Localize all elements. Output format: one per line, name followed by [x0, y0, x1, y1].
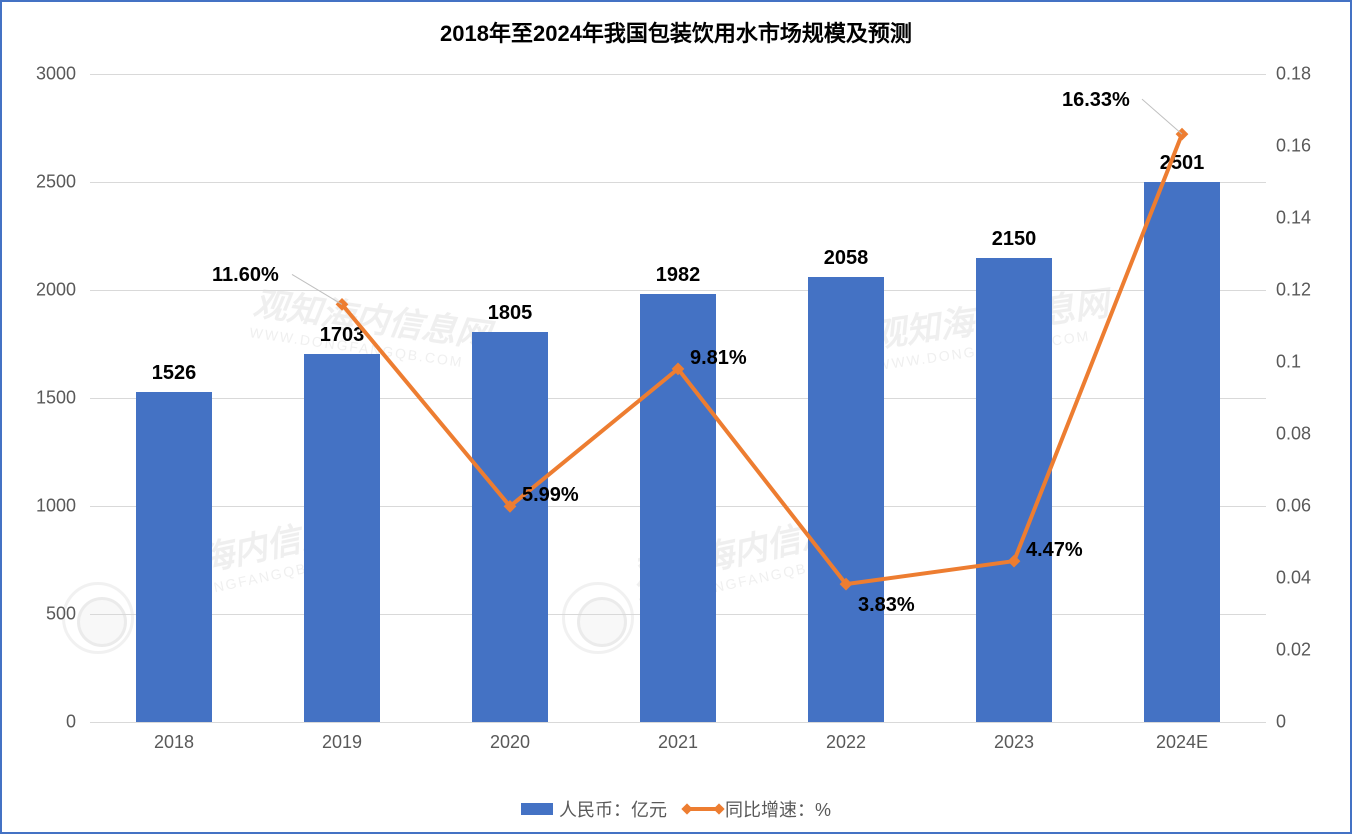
leader-line [1142, 99, 1182, 134]
chart-frame: 2018年至2024年我国包装饮用水市场规模及预测 观知海内信息网 WWW.DO… [0, 0, 1352, 834]
y-right-tick-label: 0 [1276, 712, 1286, 733]
legend-label-line: 同比增速：% [725, 796, 831, 822]
x-tick-label: 2019 [322, 732, 362, 753]
y-left-tick-label: 3000 [36, 64, 76, 85]
legend: 人民币：亿元 同比增速：% [2, 796, 1350, 822]
leader-line [292, 274, 342, 304]
y-left-tick-label: 1500 [36, 388, 76, 409]
y-right-tick-label: 0.08 [1276, 424, 1311, 445]
line-value-label: 16.33% [1062, 89, 1130, 112]
line-layer [90, 74, 1266, 722]
y-left-tick-label: 2000 [36, 280, 76, 301]
line-value-label: 4.47% [1026, 539, 1083, 562]
growth-line [342, 134, 1182, 584]
y-right-tick-label: 0.12 [1276, 280, 1311, 301]
y-left-tick-label: 500 [46, 604, 76, 625]
x-tick-label: 2024E [1156, 732, 1208, 753]
legend-swatch-bar [521, 803, 553, 815]
legend-item-bar: 人民币：亿元 [521, 796, 667, 822]
line-value-label: 5.99% [522, 484, 579, 507]
y-left-tick-label: 2500 [36, 172, 76, 193]
x-tick-label: 2018 [154, 732, 194, 753]
line-marker [1008, 555, 1021, 568]
y-right-tick-label: 0.02 [1276, 640, 1311, 661]
y-left-tick-label: 0 [66, 712, 76, 733]
y-right-tick-label: 0.18 [1276, 64, 1311, 85]
x-tick-label: 2023 [994, 732, 1034, 753]
y-right-tick-label: 0.16 [1276, 136, 1311, 157]
y-right-tick-label: 0.04 [1276, 568, 1311, 589]
line-value-label: 3.83% [858, 594, 915, 617]
plot-area: 152617031805198220582150250111.60%5.99%9… [90, 74, 1266, 722]
legend-label-bar: 人民币：亿元 [559, 796, 667, 822]
line-value-label: 9.81% [690, 347, 747, 370]
x-tick-label: 2020 [490, 732, 530, 753]
x-tick-label: 2022 [826, 732, 866, 753]
y-left-tick-label: 1000 [36, 496, 76, 517]
y-right-tick-label: 0.06 [1276, 496, 1311, 517]
y-right-tick-label: 0.14 [1276, 208, 1311, 229]
legend-swatch-line [687, 807, 719, 811]
grid-line [90, 722, 1266, 723]
chart-title: 2018年至2024年我国包装饮用水市场规模及预测 [2, 16, 1350, 48]
y-right-tick-label: 0.1 [1276, 352, 1301, 373]
line-value-label: 11.60% [212, 264, 279, 287]
legend-item-line: 同比增速：% [687, 796, 831, 822]
x-tick-label: 2021 [658, 732, 698, 753]
